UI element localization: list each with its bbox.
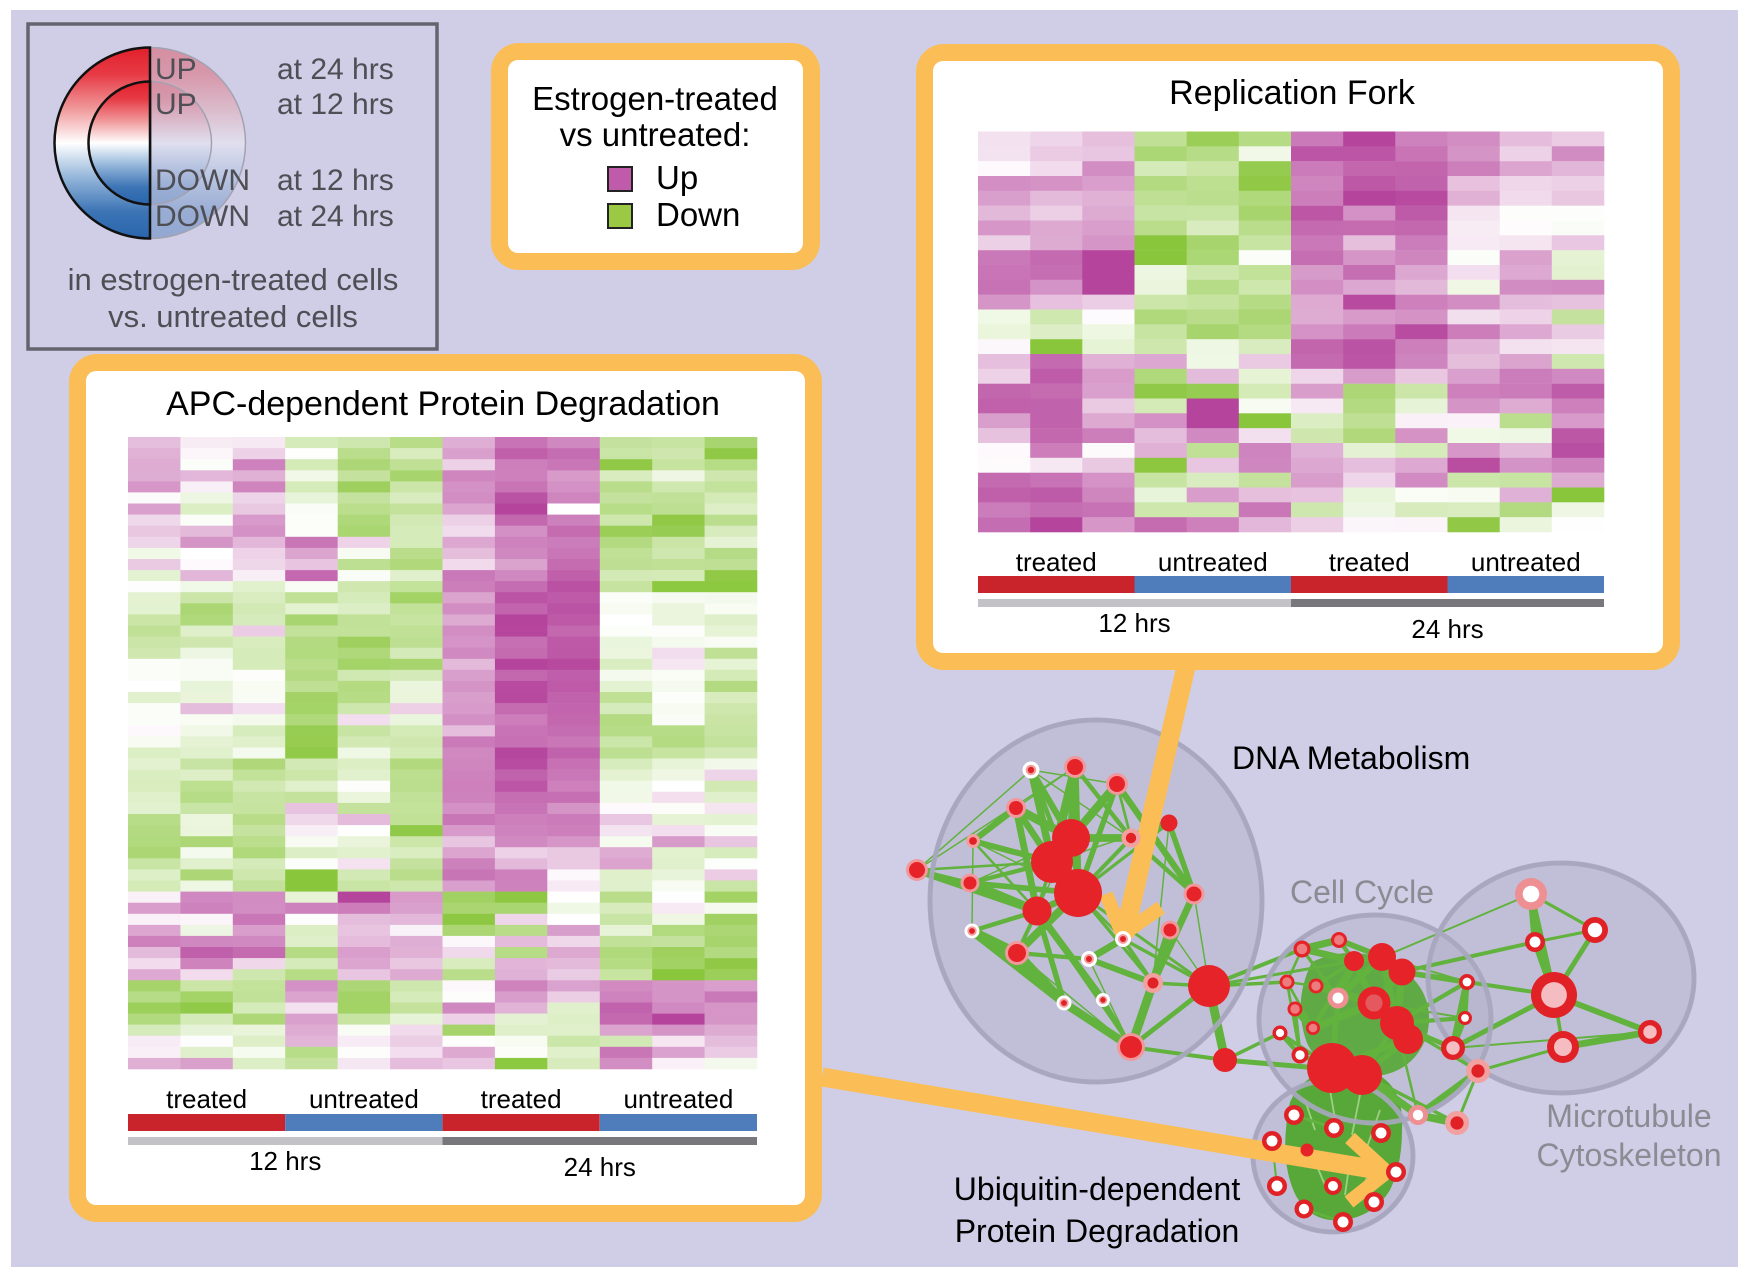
svg-text:vs untreated:: vs untreated: xyxy=(560,116,751,153)
svg-text:Up: Up xyxy=(656,159,698,196)
svg-text:DOWN: DOWN xyxy=(155,164,250,197)
svg-text:UP: UP xyxy=(155,88,197,121)
svg-text:12 hrs: 12 hrs xyxy=(1098,608,1170,638)
svg-text:at 12 hrs: at 12 hrs xyxy=(277,88,394,121)
svg-text:24 hrs: 24 hrs xyxy=(1411,614,1483,644)
svg-text:untreated: untreated xyxy=(1158,547,1268,577)
svg-text:treated: treated xyxy=(481,1084,562,1114)
svg-text:Protein Degradation: Protein Degradation xyxy=(955,1213,1240,1249)
svg-text:at 12 hrs: at 12 hrs xyxy=(277,164,394,197)
svg-text:at 24 hrs: at 24 hrs xyxy=(277,53,394,86)
svg-text:Cytoskeleton: Cytoskeleton xyxy=(1537,1137,1722,1173)
svg-text:Cell Cycle: Cell Cycle xyxy=(1290,874,1434,910)
svg-text:at 24 hrs: at 24 hrs xyxy=(277,200,394,233)
svg-text:vs. untreated cells: vs. untreated cells xyxy=(108,299,358,334)
svg-text:12 hrs: 12 hrs xyxy=(249,1146,321,1176)
svg-text:treated: treated xyxy=(166,1084,247,1114)
svg-text:Replication Fork: Replication Fork xyxy=(1169,74,1416,112)
svg-text:DNA Metabolism: DNA Metabolism xyxy=(1232,740,1470,776)
svg-text:untreated: untreated xyxy=(309,1084,419,1114)
svg-text:Microtubule: Microtubule xyxy=(1546,1098,1711,1134)
svg-text:24 hrs: 24 hrs xyxy=(564,1152,636,1182)
svg-text:untreated: untreated xyxy=(623,1084,733,1114)
svg-text:UP: UP xyxy=(155,53,197,86)
svg-text:Ubiquitin-dependent: Ubiquitin-dependent xyxy=(954,1171,1241,1207)
svg-text:DOWN: DOWN xyxy=(155,200,250,233)
svg-text:untreated: untreated xyxy=(1471,547,1581,577)
svg-text:treated: treated xyxy=(1329,547,1410,577)
svg-text:APC-dependent Protein Degradat: APC-dependent Protein Degradation xyxy=(166,385,720,423)
svg-text:Down: Down xyxy=(656,196,740,233)
svg-text:Estrogen-treated: Estrogen-treated xyxy=(532,80,778,117)
svg-text:treated: treated xyxy=(1016,547,1097,577)
svg-text:in estrogen-treated cells: in estrogen-treated cells xyxy=(68,262,399,297)
